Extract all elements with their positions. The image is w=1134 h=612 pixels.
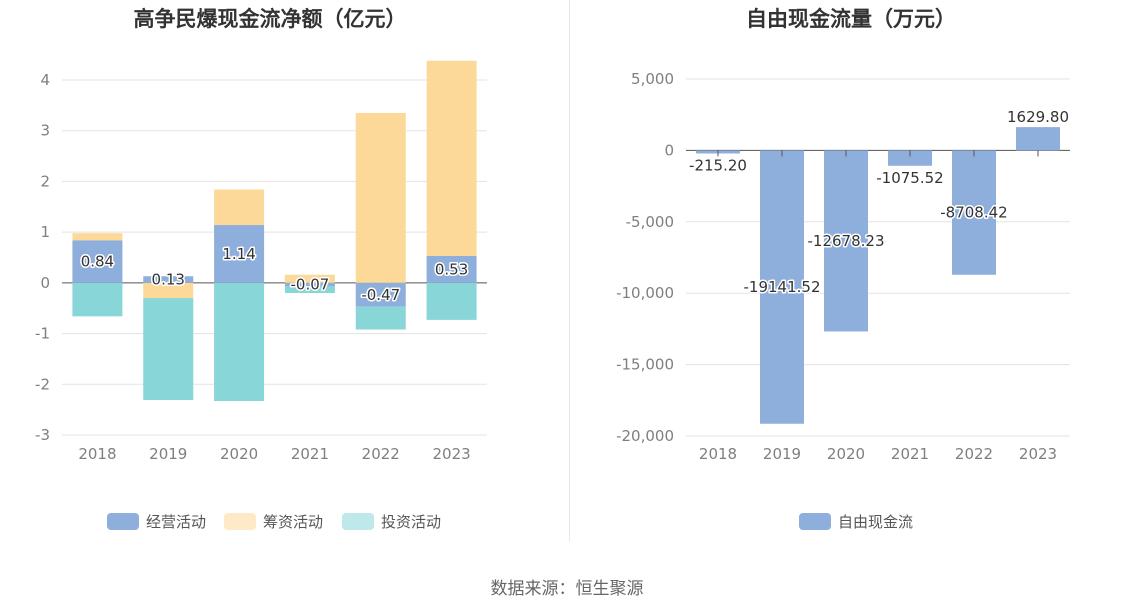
x-tick-label: 2023: [1019, 445, 1057, 463]
bar-free-cash-flow-2023[interactable]: [1016, 127, 1060, 151]
bar-经营活动-2020[interactable]: [214, 225, 265, 283]
bar-free-cash-flow-2019[interactable]: [760, 150, 804, 424]
data-label: 0.84: [81, 253, 114, 271]
legend-swatch[interactable]: [224, 513, 256, 530]
bar-经营活动-2022[interactable]: [355, 282, 406, 307]
chart-left: 高争民爆现金流净额（亿元） 4 3 2 1 0 -1 -2 -3 2018 2019 2020 2021…: [35, 7, 487, 531]
x-tick-label: 2022: [955, 445, 993, 463]
legend-swatch[interactable]: [799, 513, 831, 530]
x-tick-label: 2018: [699, 445, 737, 463]
bar-经营活动-2019[interactable]: [143, 276, 194, 283]
x-tick-label: 2020: [220, 445, 258, 463]
data-label: 0.13: [152, 271, 185, 289]
bar-经营活动-2021[interactable]: [284, 282, 335, 287]
bar-筹资活动-2022[interactable]: [355, 112, 406, 283]
bar-经营活动-2018[interactable]: [72, 240, 123, 283]
data-label: 1629.80: [1007, 108, 1069, 126]
x-tick-label: 2019: [763, 445, 801, 463]
bar-free-cash-flow-2022[interactable]: [952, 150, 996, 275]
data-label: -19141.52: [744, 278, 821, 296]
bar-投资活动-2018[interactable]: [72, 282, 123, 317]
x-tick-label: 2022: [362, 445, 400, 463]
data-label: -1075.52: [876, 169, 943, 187]
legend-swatch[interactable]: [342, 513, 374, 530]
y-tick-label: 5,000: [631, 70, 674, 88]
y-tick-label: -2: [35, 375, 50, 393]
bar-经营活动-2023[interactable]: [426, 255, 477, 283]
legend-label[interactable]: 筹资活动: [263, 513, 323, 531]
y-tick-label: 2: [40, 172, 50, 190]
data-label: -8708.42: [940, 204, 1007, 222]
bar-筹资活动-2018[interactable]: [72, 233, 123, 241]
legend-label[interactable]: 经营活动: [146, 513, 206, 531]
left-chart-title: 高争民爆现金流净额（亿元）: [134, 7, 407, 31]
bar-筹资活动-2023[interactable]: [426, 60, 477, 256]
right-chart-title: 自由现金流量（万元）: [746, 7, 956, 31]
x-tick-label: 2021: [891, 445, 929, 463]
y-tick-label: 1: [40, 223, 50, 241]
data-label: -0.07: [291, 276, 330, 294]
legend-swatch[interactable]: [107, 513, 139, 530]
legend-label[interactable]: 投资活动: [381, 513, 441, 531]
data-label: 1.14: [222, 245, 255, 263]
bar-筹资活动-2021[interactable]: [284, 274, 335, 283]
y-tick-label: 0: [664, 141, 674, 159]
chart-divider: [569, 0, 570, 542]
bar-投资活动-2023[interactable]: [426, 282, 477, 320]
chart-right: 自由现金流量（万元） 5,000 0 -5,000 -10,000 -15,000 -20,…: [616, 7, 1070, 531]
bar-投资活动-2021[interactable]: [284, 286, 335, 293]
y-tick-label: -10,000: [616, 284, 674, 302]
data-label: -0.47: [361, 286, 400, 304]
bar-free-cash-flow-2020[interactable]: [824, 150, 868, 332]
chart-canvas: 高争民爆现金流净额（亿元） 4 3 2 1 0 -1 -2 -3 2018 2019 2020 2021…: [35, 7, 1070, 531]
bar-投资活动-2020[interactable]: [214, 282, 265, 402]
data-label: -215.20: [689, 156, 747, 174]
x-tick-label: 2023: [432, 445, 470, 463]
bar-投资活动-2022[interactable]: [355, 306, 406, 330]
bar-筹资活动-2020[interactable]: [214, 189, 265, 226]
x-tick-label: 2019: [149, 445, 187, 463]
x-tick-label: 2021: [291, 445, 329, 463]
source-caption: 数据来源：恒生聚源: [490, 579, 644, 599]
bar-free-cash-flow-2021[interactable]: [888, 150, 932, 166]
data-label: -12678.23: [808, 232, 885, 250]
x-tick-label: 2020: [827, 445, 865, 463]
legend-label[interactable]: 自由现金流: [838, 513, 913, 531]
bar-投资活动-2019[interactable]: [143, 298, 194, 401]
y-tick-label: -20,000: [616, 427, 674, 445]
y-tick-label: 4: [40, 71, 50, 89]
y-tick-label: 0: [40, 274, 50, 292]
y-tick-label: -5,000: [626, 213, 674, 231]
x-tick-label: 2018: [78, 445, 116, 463]
y-tick-label: -3: [35, 426, 50, 444]
bar-筹资活动-2019[interactable]: [143, 282, 194, 299]
y-tick-label: -15,000: [616, 356, 674, 374]
y-tick-label: 3: [40, 122, 50, 140]
data-label: 0.53: [435, 260, 468, 278]
y-tick-label: -1: [35, 325, 50, 343]
